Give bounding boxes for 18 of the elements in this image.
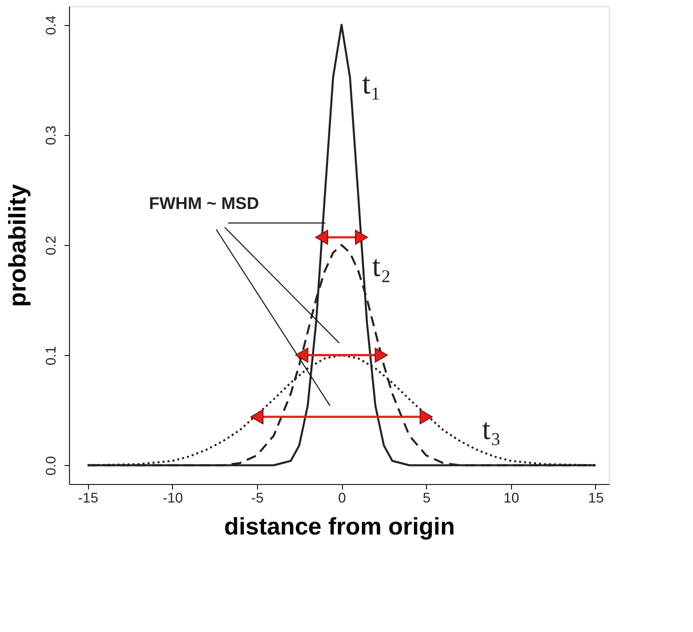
y-tick-label: 0.2 <box>42 236 58 256</box>
x-axis-title: distance from origin <box>224 514 455 540</box>
y-tick-label: 0.1 <box>42 346 58 366</box>
y-tick-label: 0.0 <box>42 456 58 476</box>
x-tick-label: 0 <box>338 490 346 506</box>
x-tick-label: 5 <box>422 490 431 506</box>
y-tick-label: 0.3 <box>42 125 58 146</box>
x-tick-label: -5 <box>251 490 264 506</box>
annotation: FWHM ~ MSD <box>148 194 260 213</box>
y-tick-label: 0.4 <box>42 15 58 35</box>
x-tick-label: -15 <box>78 490 98 506</box>
x-tick-label: 15 <box>588 490 604 506</box>
series-label: t₃ <box>482 413 501 446</box>
y-axis-title: probability <box>4 184 32 307</box>
x-tick-label: -10 <box>162 490 184 506</box>
x-tick-label: 10 <box>504 490 520 506</box>
series-label: t₁ <box>362 68 381 101</box>
series-label: t₂ <box>372 250 391 283</box>
